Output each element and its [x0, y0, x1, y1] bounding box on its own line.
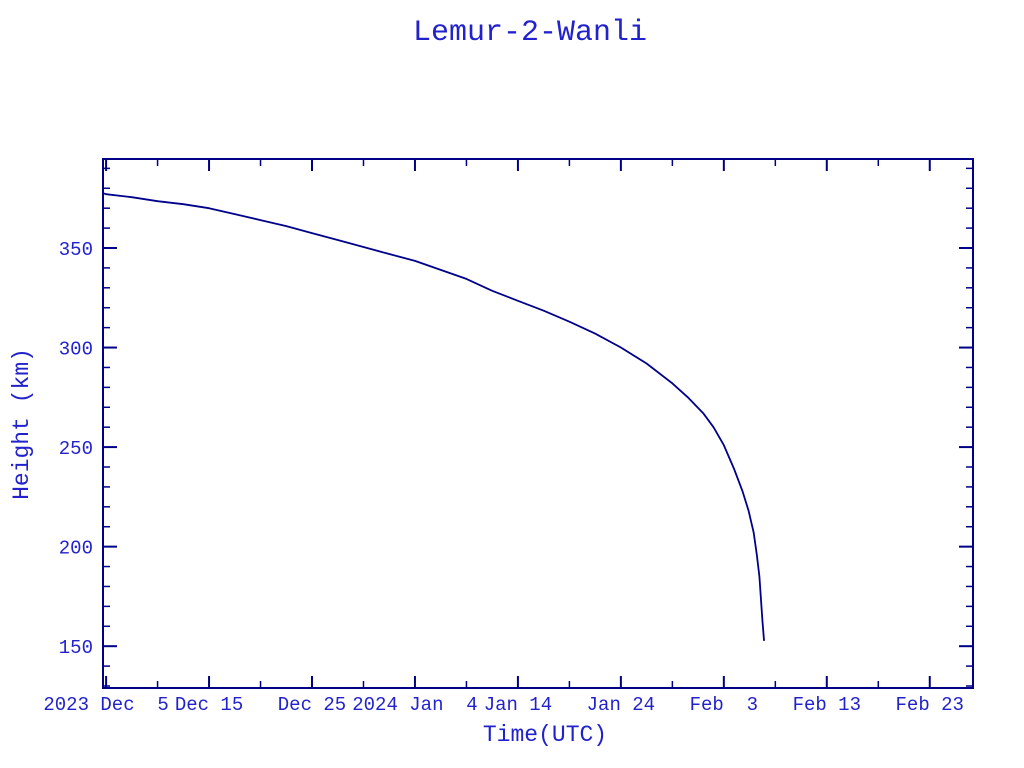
y-axis-ticks [103, 167, 973, 687]
y-tick-label: 350 [59, 239, 93, 261]
chart-title: Lemur-2-Wanli [413, 16, 647, 50]
y-tick-label: 300 [59, 339, 93, 361]
y-tick-label: 250 [59, 438, 93, 460]
x-axis-tick-labels: 2023 Dec 5 Dec 15 Dec 25 2024 Jan 4 Jan 14 Ja… [43, 694, 964, 716]
x-tick-label: Dec 15 [175, 694, 243, 716]
plot-frame [102, 158, 974, 689]
height-curve [102, 192, 765, 642]
x-axis-ticks [105, 159, 931, 688]
x-tick-label: Dec 25 [278, 694, 346, 716]
x-tick-label: Feb 13 [793, 694, 861, 716]
x-axis-label: Time(UTC) [483, 722, 607, 748]
y-tick-label: 200 [59, 538, 93, 560]
y-axis-tick-labels: 150 200 250 300 350 [59, 239, 93, 659]
x-tick-label: 2023 Dec 5 [43, 694, 168, 716]
y-axis-label: Height (km) [9, 348, 35, 500]
x-tick-label: Jan 24 [587, 694, 655, 716]
plot-border [102, 158, 974, 689]
x-tick-label: Feb 3 [690, 694, 758, 716]
x-tick-label: 2024 Jan 4 [352, 694, 477, 716]
x-tick-label: Feb 23 [896, 694, 964, 716]
y-tick-label: 150 [59, 637, 93, 659]
height-curve-series [102, 192, 765, 642]
x-tick-label: Jan 14 [484, 694, 552, 716]
